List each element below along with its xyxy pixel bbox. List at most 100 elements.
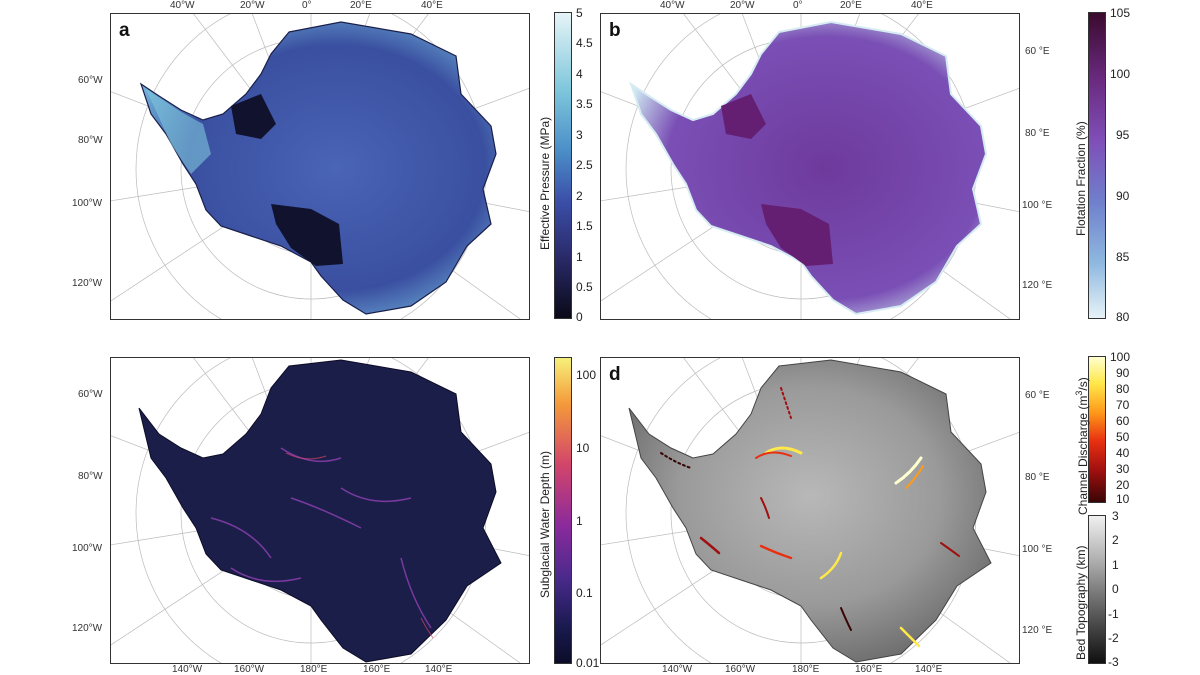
- cb-ff-tick-5: 80: [1116, 310, 1130, 324]
- cb-bt-tick-3: 0: [1112, 582, 1119, 596]
- cb-ep-tick-2: 4: [576, 67, 583, 81]
- cb-bt-tick-1: 2: [1112, 533, 1119, 547]
- panel-label-a: a: [119, 20, 130, 41]
- cb-ff-tick-2: 95: [1116, 128, 1130, 142]
- panel-label-b: b: [609, 20, 621, 41]
- lat-label-right-d-0: 60 °E: [1025, 390, 1050, 401]
- channel-discharge-title-sup: 3: [1074, 390, 1084, 396]
- map-subglacial-water-depth: [111, 358, 529, 663]
- cb-swd-tick-0: 100: [576, 368, 597, 382]
- lat-label-left-a-1: 80°W: [78, 135, 103, 146]
- cb-ep-tick-1: 4.5: [576, 36, 593, 50]
- lat-label-right-b-3: 120 °E: [1022, 280, 1053, 291]
- cb-ep-tick-9: 0.5: [576, 280, 593, 294]
- antarctica-shape: [628, 359, 992, 663]
- cb-cd-tick-5: 50: [1116, 430, 1130, 444]
- lon-label-top-b-2: 0°: [793, 0, 803, 11]
- lat-label-left-a-3: 120°W: [72, 278, 103, 289]
- lon-label-top-b-0: 40°W: [660, 0, 685, 11]
- cb-bt-tick-0: 3: [1112, 509, 1119, 523]
- colorbar-channel-discharge: [1088, 356, 1106, 503]
- colorbar-title-subglacial-water-depth: Subglacial Water Depth (m): [538, 451, 552, 598]
- lat-label-left-c-1: 80°W: [78, 471, 103, 482]
- cb-swd-tick-2: 1: [576, 514, 583, 528]
- panel-label-d: d: [609, 364, 621, 385]
- lat-label-right-b-1: 80 °E: [1025, 128, 1050, 139]
- cb-ep-tick-8: 1: [576, 250, 583, 264]
- colorbar-bed-topography: [1088, 515, 1106, 664]
- cb-swd-tick-1: 10: [576, 441, 590, 455]
- panel-b: b: [600, 13, 1020, 320]
- lon-label-top-b-3: 20°E: [840, 0, 862, 11]
- cb-ep-tick-5: 2.5: [576, 158, 593, 172]
- antarctica-shape: [139, 21, 497, 315]
- lon-label-bottom-d-0: 140°W: [662, 664, 693, 675]
- lon-label-top-a-2: 0°: [302, 0, 312, 11]
- lon-label-top-a-3: 20°E: [350, 0, 372, 11]
- map-channel-discharge-bed-topography: [601, 358, 1019, 663]
- cb-cd-tick-7: 30: [1116, 462, 1130, 476]
- cb-cd-tick-6: 40: [1116, 446, 1130, 460]
- lon-label-bottom-c-2: 180°E: [300, 664, 328, 675]
- colorbar-title-channel-discharge: Channel Discharge (m3/s): [1074, 377, 1090, 515]
- cb-ff-tick-1: 100: [1110, 67, 1131, 81]
- cb-cd-tick-4: 60: [1116, 414, 1130, 428]
- cb-bt-tick-4: -1: [1108, 607, 1119, 621]
- cb-ep-tick-6: 2: [576, 189, 583, 203]
- cb-bt-tick-6: -3: [1108, 655, 1119, 669]
- cb-ff-tick-3: 90: [1116, 189, 1130, 203]
- colorbar-title-effective-pressure: Effective Pressure (MPa): [538, 116, 552, 250]
- lat-label-left-a-0: 60°W: [78, 75, 103, 86]
- map-effective-pressure: [111, 14, 529, 319]
- cb-ep-tick-4: 3: [576, 128, 583, 142]
- lon-label-bottom-c-4: 140°E: [425, 664, 453, 675]
- colorbar-title-bed-topography: Bed Topography (km): [1074, 545, 1088, 660]
- lat-label-right-d-1: 80 °E: [1025, 472, 1050, 483]
- lat-label-right-b-2: 100 °E: [1022, 200, 1053, 211]
- cb-ff-tick-4: 85: [1116, 250, 1130, 264]
- discharge-channels: [660, 387, 960, 648]
- panel-c: c: [110, 357, 530, 664]
- lon-label-top-a-4: 40°E: [421, 0, 443, 11]
- ross-ice-shelf: [761, 204, 833, 266]
- panel-a: a: [110, 13, 530, 320]
- lon-label-bottom-d-1: 160°W: [725, 664, 756, 675]
- antarctica-shape: [138, 359, 502, 663]
- ross-ice-shelf: [271, 204, 343, 266]
- lat-label-left-c-0: 60°W: [78, 389, 103, 400]
- cb-bt-tick-5: -2: [1108, 631, 1119, 645]
- lat-label-right-d-3: 120 °E: [1022, 625, 1053, 636]
- antarctica-shape: [629, 20, 988, 316]
- lon-label-bottom-d-2: 180°E: [792, 664, 820, 675]
- weddell-ice-shelf: [231, 94, 276, 139]
- lat-label-right-d-2: 100 °E: [1022, 544, 1053, 555]
- cb-cd-tick-9: 10: [1116, 492, 1130, 506]
- cb-bt-tick-2: 1: [1112, 558, 1119, 572]
- lon-label-bottom-c-1: 160°W: [234, 664, 265, 675]
- lat-label-right-b-0: 60 °E: [1025, 46, 1050, 57]
- lat-label-left-c-2: 100°W: [72, 543, 103, 554]
- colorbar-flotation-fraction: [1088, 12, 1106, 319]
- lat-label-left-a-2: 100°W: [72, 198, 103, 209]
- channel-discharge-title-end: /s): [1076, 377, 1090, 391]
- cb-ff-tick-0: 105: [1110, 6, 1131, 20]
- lon-label-top-a-0: 40°W: [170, 0, 195, 11]
- cb-cd-tick-0: 100: [1110, 350, 1131, 364]
- cb-cd-tick-1: 90: [1116, 366, 1130, 380]
- channel-discharge-title-text: Channel Discharge (m: [1076, 395, 1090, 515]
- panel-label-c: c: [119, 364, 130, 385]
- colorbar-subglacial-water-depth: [554, 357, 572, 664]
- cb-swd-tick-4: 0.01: [576, 656, 600, 670]
- lon-label-bottom-c-0: 140°W: [172, 664, 203, 675]
- lon-label-bottom-d-4: 140°E: [915, 664, 943, 675]
- panel-d: d: [600, 357, 1020, 664]
- lon-label-top-a-1: 20°W: [240, 0, 265, 11]
- colorbar-title-flotation-fraction: Flotation Fraction (%): [1074, 121, 1088, 236]
- cb-ep-tick-0: 5: [576, 6, 583, 20]
- colorbar-effective-pressure: [554, 12, 572, 319]
- cb-ep-tick-7: 1.5: [576, 219, 593, 233]
- weddell-ice-shelf: [721, 94, 766, 139]
- cb-ep-tick-10: 0: [576, 310, 583, 324]
- cb-cd-tick-2: 80: [1116, 382, 1130, 396]
- lat-label-left-c-3: 120°W: [72, 623, 103, 634]
